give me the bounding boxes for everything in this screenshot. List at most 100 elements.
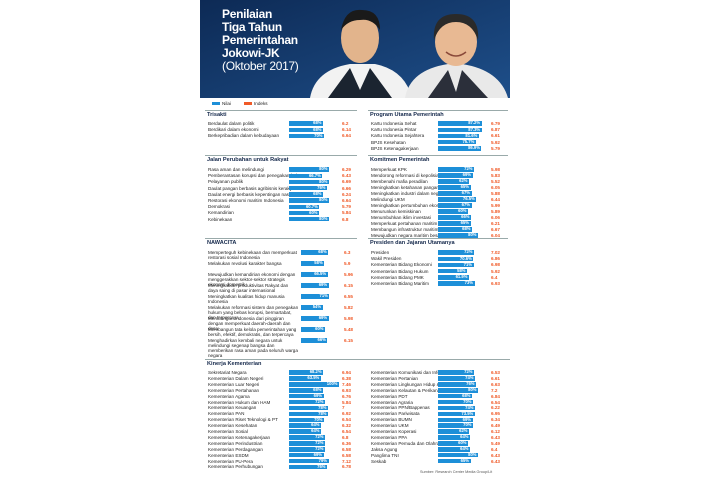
row-label: Kartu Indonesia Sejahtera (371, 133, 425, 139)
nilai-bar (438, 262, 474, 268)
nilai-bar (289, 376, 321, 381)
nilai-bar (289, 179, 329, 185)
nilai-label: 80% (319, 197, 328, 203)
nilai-label: 70.6% (459, 255, 472, 261)
nilai-bar (438, 133, 479, 139)
row-label: Kementerian Luar Negeri (208, 381, 260, 387)
nilai-bar (438, 191, 472, 196)
nilai-label: 76% (317, 184, 326, 190)
row-label: Kementerian Bidang PMK (371, 274, 424, 280)
indeks-value: 6.14 (342, 127, 351, 133)
nilai-label: 87.2% (468, 120, 481, 126)
nilai-label: 71% (463, 261, 472, 267)
row-label: Kementerian UKM (371, 423, 409, 429)
indeks-value: 6.44 (491, 197, 500, 202)
nilai-bar (438, 227, 472, 232)
row-label: Wakil Presiden (371, 256, 402, 262)
section-rule (205, 238, 357, 239)
indeks-value: 6.29 (342, 167, 351, 172)
row-label: Menurunkan kemiskinan (371, 209, 421, 214)
section-title: NAWACITA (207, 240, 237, 246)
row-label: Kementerian Keuangan (208, 405, 257, 411)
nilai-label: 76% (466, 381, 475, 387)
row-label: Kementerian BUMN (371, 417, 412, 423)
row-label: Pemberantasan korupsi dan penegakan huku… (208, 173, 305, 179)
nilai-label: 80% (319, 166, 328, 172)
nilai-label: 80% (468, 387, 477, 392)
nilai-label: 69% (313, 392, 322, 398)
nilai-bar (438, 452, 478, 458)
section-title: Kinerja Kementerian (207, 361, 262, 367)
nilai-bar (438, 376, 475, 381)
indeks-value: 6.43 (491, 458, 500, 464)
indeks-value: 7.46 (342, 381, 351, 387)
nilai-label: 68% (318, 249, 327, 255)
header: Penilaian Tiga Tahun Pemerintahan Jokowi-JK… (200, 0, 510, 98)
nilai-bar (438, 121, 482, 126)
nilai-label: 58% (314, 260, 323, 266)
nilai-bar (438, 197, 477, 202)
nilai-label: 66.5% (314, 271, 327, 277)
row-label: Seskab (371, 458, 387, 464)
row-label: Kementerian ESDM (208, 452, 249, 458)
row-label: Kementerian Pariwisata (371, 411, 420, 417)
nilai-label: 68% (313, 120, 322, 126)
row-label: Meningkatkan ketahanan pangan (371, 185, 439, 190)
nilai-label: 68.2% (309, 369, 322, 375)
indeks-value: 5.49 (491, 440, 500, 446)
nilai-label: 58% (457, 267, 466, 273)
row-label: Kementerian Bidang Ekonomi (371, 262, 432, 268)
indeks-value: 7.02 (491, 250, 500, 255)
nilai-label: 65% (460, 220, 469, 226)
row-label: Melakukan reformasi sistem dan penegakan… (208, 305, 299, 320)
row-label: Membenahi mafia peradilan (371, 179, 428, 184)
indeks-value: 6.05 (491, 185, 500, 190)
row-label: Daulat energi berbasis kepentingan nasio… (208, 191, 299, 197)
nilai-label: 70% (314, 416, 323, 422)
row-label: Kementerian Agraria (371, 399, 413, 405)
legend-swatch (212, 102, 220, 105)
row-label: Kartu Indonesia Pintar (371, 127, 417, 133)
nilai-bar (438, 441, 468, 446)
indeks-value: 5.48 (344, 327, 353, 332)
row-label: Kemandirian (208, 210, 234, 216)
indeks-value: 5.83 (491, 173, 500, 178)
indeks-value: 6.43 (491, 452, 500, 458)
row-label: Mewujudkan kemandirian ekonomi dengan me… (208, 272, 296, 287)
nilai-bar (289, 185, 327, 191)
nilai-bar (301, 261, 325, 266)
indeks-value: 6.66 (342, 185, 351, 191)
indeks-value: 6.54 (491, 399, 500, 405)
nilai-label: 72% (315, 398, 324, 404)
indeks-value: 6.63 (491, 381, 500, 387)
nilai-bar (438, 275, 469, 280)
row-label: Membangun infrastruktur maritim (371, 227, 439, 232)
nilai-label: 70% (314, 132, 323, 138)
nilai-bar (301, 272, 328, 277)
nilai-bar (438, 388, 478, 393)
nilai-label: 79% (318, 457, 327, 463)
section-title: Program Utama Pemerintah (370, 112, 444, 118)
row-label: Membangun tata kelola pemerintahan yang … (208, 327, 297, 337)
indeks-value: 6.92 (342, 411, 351, 417)
nilai-label: 71% (319, 293, 328, 299)
nilai-label: 64% (311, 428, 320, 434)
indeks-value: 5.52 (491, 179, 500, 184)
nilai-bar (289, 423, 321, 428)
nilai-bar (438, 435, 470, 440)
nilai-label: 68% (462, 392, 471, 398)
indeks-value: 6.64 (342, 133, 351, 139)
indeks-value: 5.82 (344, 305, 353, 310)
row-label: Mendorong reformasi di kepolisian (371, 173, 442, 178)
title-line: Pemerintahan (222, 33, 298, 47)
row-label: Melakukan revolusi karakter bangsa (208, 261, 282, 266)
row-label: Kementerian Perhubungan (208, 464, 263, 470)
nilai-label: 72% (464, 166, 473, 172)
row-label: Kementerian Koperasi (371, 429, 417, 434)
indeks-value: 6.32 (342, 423, 351, 429)
nilai-label: 64% (311, 422, 320, 428)
title-line: Tiga Tahun (222, 20, 282, 34)
nilai-bar (438, 399, 473, 405)
row-label: Daulat pangan berbasis agribisnis keraky… (208, 185, 301, 191)
nilai-label: 76% (317, 463, 326, 469)
